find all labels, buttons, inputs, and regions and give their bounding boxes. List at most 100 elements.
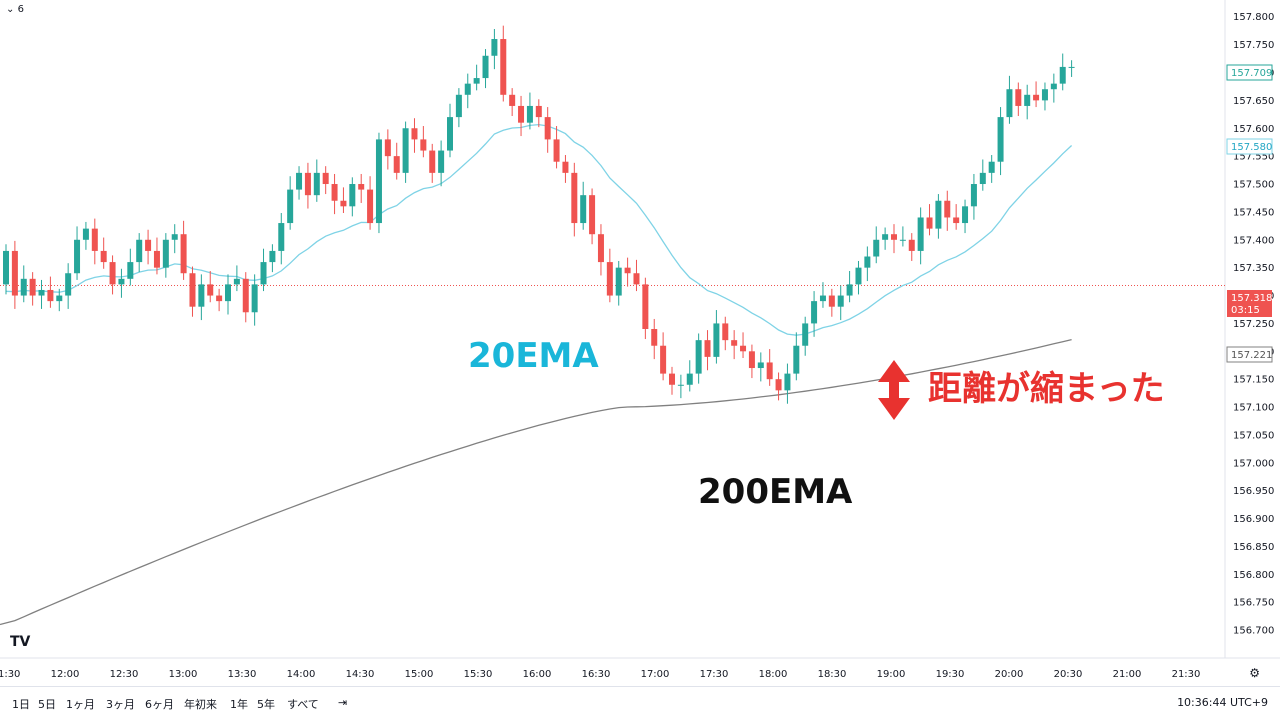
range-1m[interactable]: 1ヶ月 <box>66 698 95 711</box>
candle <box>429 143 436 183</box>
time-tick-label: 13:30 <box>228 669 257 680</box>
time-tick-label: 19:00 <box>877 669 906 680</box>
candle <box>304 162 311 209</box>
ema200-line <box>0 338 1072 626</box>
candle <box>757 352 764 382</box>
interval-label: 6 <box>17 4 24 15</box>
time-tick-label: 11:30 <box>0 669 20 680</box>
gear-icon[interactable]: ⚙ <box>1249 666 1260 680</box>
candle <box>597 224 604 276</box>
ema20-line <box>5 123 1073 336</box>
svg-text:157.318: 157.318 <box>1231 293 1272 304</box>
price-tick-label: 157.400 <box>1233 235 1274 246</box>
candle <box>855 260 862 295</box>
candle <box>891 224 897 254</box>
price-chart[interactable]: 157.800157.750157.700157.650157.600157.5… <box>0 0 1280 686</box>
candle <box>686 360 693 392</box>
candle <box>482 49 489 89</box>
candle <box>748 344 755 379</box>
range-6m[interactable]: 6ヶ月 <box>145 698 174 711</box>
bottom-toolbar: 1日 5日 1ヶ月 3ヶ月 6ヶ月 年初来 1年 5年 すべて ⇥ 10:36:… <box>0 686 1280 721</box>
range-5y[interactable]: 5年 <box>257 698 275 711</box>
time-tick-label: 16:00 <box>523 669 552 680</box>
candle <box>970 173 977 220</box>
candle <box>660 332 667 381</box>
ema20-annotation: 20EMA <box>468 336 599 376</box>
candle <box>793 332 800 381</box>
candle <box>65 263 72 309</box>
candle <box>731 330 738 360</box>
candle <box>340 187 347 214</box>
candle <box>82 221 89 250</box>
date-range-icon[interactable]: ⇥ <box>338 696 348 709</box>
candle <box>287 176 294 230</box>
time-tick-label: 20:30 <box>1054 669 1083 680</box>
candle <box>784 363 791 404</box>
ema200-price-tag: 157.221 <box>1226 346 1273 363</box>
candle <box>713 310 720 364</box>
candle <box>615 260 622 306</box>
candle <box>589 188 596 245</box>
candle <box>153 237 160 275</box>
time-tick-label: 16:30 <box>582 669 611 680</box>
range-3m[interactable]: 3ヶ月 <box>106 698 135 711</box>
time-axis[interactable]: 11:30 12:00 12:30 13:00 13:30 14:00 14:30 15:00… <box>0 669 1200 680</box>
range-all[interactable]: すべて <box>287 698 319 711</box>
candle <box>873 226 880 264</box>
price-tick-label: 157.500 <box>1233 180 1274 191</box>
candle <box>935 194 942 239</box>
price-axis[interactable]: 157.800157.750157.700157.650157.600157.5… <box>1233 12 1274 636</box>
price-tick-label: 156.900 <box>1233 514 1274 525</box>
candle <box>38 279 45 309</box>
candle <box>393 142 400 180</box>
candle <box>606 248 613 303</box>
candle <box>136 233 143 273</box>
candle <box>384 129 391 170</box>
ema20-price-tag: 157.580 <box>1226 138 1273 155</box>
candle <box>313 159 320 202</box>
candle <box>828 288 835 317</box>
candle <box>74 226 81 280</box>
candle <box>1006 75 1013 124</box>
candle <box>580 181 587 230</box>
time-tick-label: 20:00 <box>995 669 1024 680</box>
candle <box>926 204 933 236</box>
candle <box>899 226 906 247</box>
candle <box>1050 73 1057 103</box>
time-tick-label: 19:30 <box>936 669 965 680</box>
price-tick-label: 156.700 <box>1233 626 1274 637</box>
range-5d[interactable]: 5日 <box>38 698 56 711</box>
candle <box>198 274 205 321</box>
candle <box>651 318 658 360</box>
candle <box>704 330 711 371</box>
candle <box>722 316 729 351</box>
candle <box>500 25 507 102</box>
candle <box>216 288 223 312</box>
interval-selector[interactable]: ⌄ 6 <box>6 4 24 15</box>
candle <box>464 73 471 109</box>
candle <box>251 274 258 326</box>
distance-note: 距離が縮まった <box>928 369 1165 409</box>
svg-text:157.221: 157.221 <box>1231 350 1272 361</box>
range-1y[interactable]: 1年 <box>230 698 248 711</box>
candle <box>642 277 649 340</box>
candle <box>207 271 214 303</box>
candle <box>571 162 578 237</box>
range-ytd[interactable]: 年初来 <box>184 698 217 711</box>
distance-arrow-icon <box>878 360 910 420</box>
candle <box>242 272 249 323</box>
time-tick-label: 17:00 <box>641 669 670 680</box>
candle <box>882 227 889 250</box>
candle <box>100 237 107 269</box>
range-1d[interactable]: 1日 <box>12 698 30 711</box>
candle <box>864 246 871 282</box>
candle <box>145 229 152 265</box>
price-tick-label: 157.550 <box>1233 152 1274 163</box>
candle <box>802 316 809 356</box>
candle <box>162 233 169 278</box>
candle <box>562 155 569 183</box>
candle <box>118 268 125 298</box>
clock[interactable]: 10:36:44 UTC+9 <box>1177 696 1268 709</box>
candle <box>358 173 365 203</box>
tradingview-logo[interactable]: TV <box>10 634 31 650</box>
